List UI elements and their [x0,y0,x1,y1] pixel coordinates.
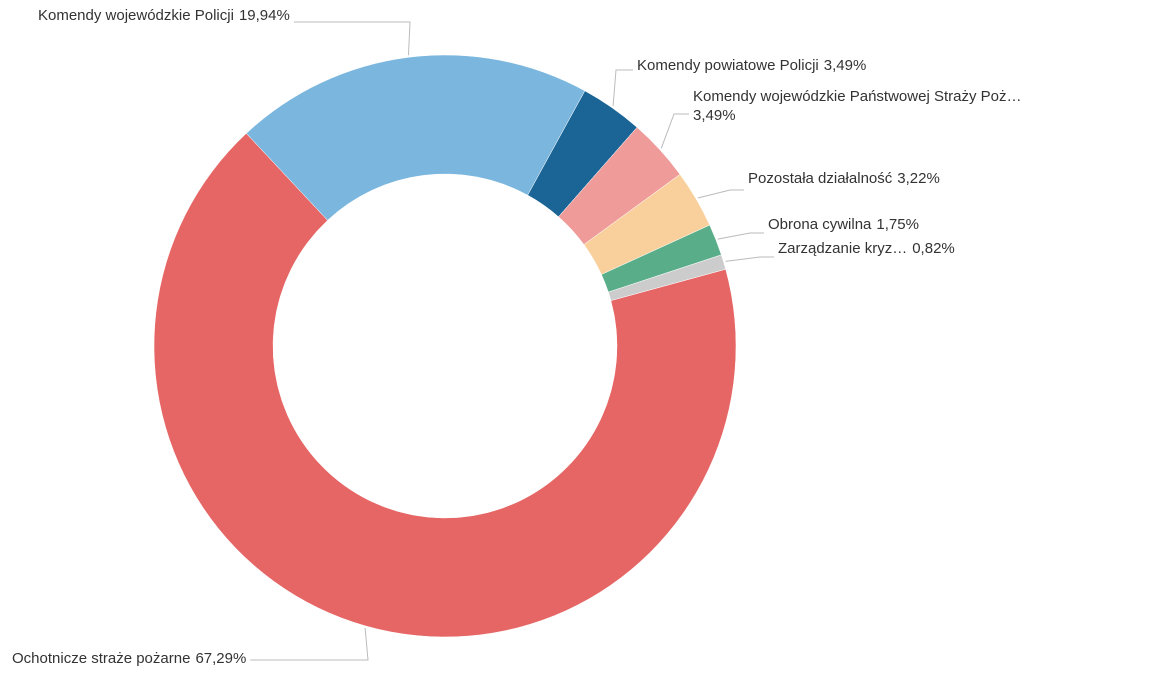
value-label: 3,49% [824,57,867,74]
leader-line [660,113,689,149]
slice-label: Zarządzanie kryz… 0,82% [778,240,955,257]
category-name: Obrona cywilna [768,216,872,233]
leader-line [293,21,411,56]
category-name: Komendy wojewódzkie Policji [38,7,234,24]
donut-slice [608,254,726,301]
leader-line [697,189,744,199]
slice-label: Obrona cywilna 1,75% [768,216,919,233]
leader-line [725,256,774,262]
value-label: 1,75% [876,216,919,233]
slice-label: Komendy powiatowe Policji 3,49% [637,57,866,74]
leader-line [250,627,369,661]
value-label: 19,94% [239,7,290,24]
donut-slice [153,133,737,638]
value-label: 0,82% [912,240,955,257]
category-name: Zarządzanie kryz… [778,240,907,257]
slice-label: Komendy wojewódzkie Państwowej Straży Po… [693,88,1021,124]
slice-label: Ochotnicze straże pożarne 67,29% [12,650,246,667]
value-label: 3,22% [897,170,940,187]
category-name: Ochotnicze straże pożarne [12,650,190,667]
slice-label: Pozostała działalność 3,22% [748,170,940,187]
category-name: Pozostała działalność [748,170,893,187]
leader-line [612,69,633,107]
slice-label: Komendy wojewódzkie Policji 19,94% [38,7,290,24]
value-label: 3,49% [693,107,736,124]
leader-line [717,232,764,240]
donut-slice [245,54,586,221]
value-label: 67,29% [195,650,246,667]
category-name: Komendy powiatowe Policji [637,57,819,74]
category-name: Komendy wojewódzkie Państwowej Straży Po… [693,88,1021,105]
